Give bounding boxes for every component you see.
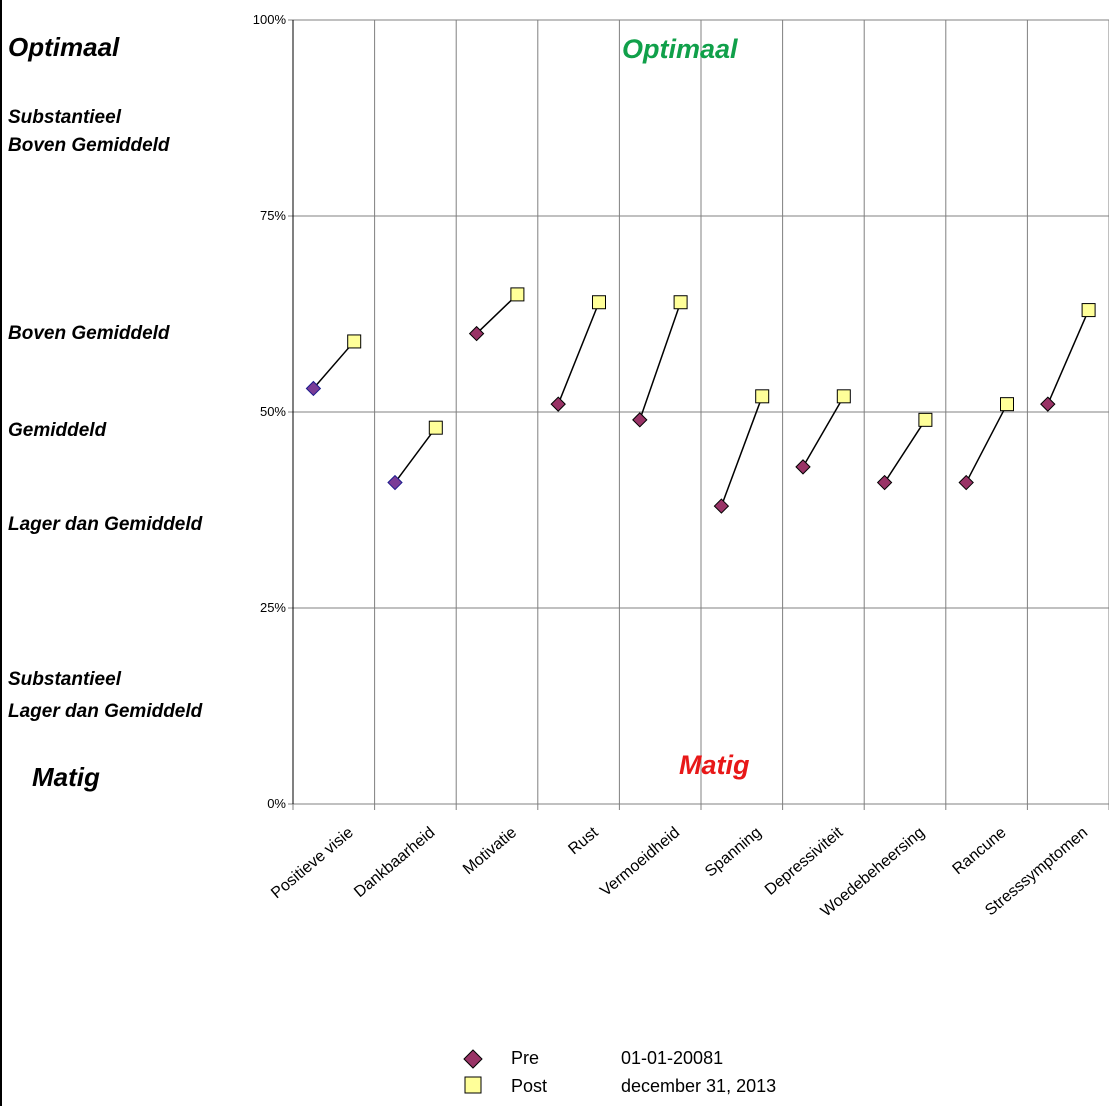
- grid-layer: [292, 19, 1109, 805]
- legend-pre-date: 01-01-20081: [621, 1048, 724, 1068]
- connector-line: [802, 395, 845, 468]
- pre-marker: [550, 396, 566, 412]
- post-marker: [755, 389, 770, 404]
- category-label: Vermoeidheid: [597, 824, 683, 900]
- post-marker: [347, 334, 362, 349]
- band-label-matig: Matig: [32, 762, 100, 792]
- post-marker: [428, 420, 443, 435]
- axis-layer: 0% 25% 50% 75% 100% Positieve visieDankbaarhe…: [253, 12, 1109, 920]
- legend-markers: [463, 1049, 483, 1094]
- pre-marker: [876, 474, 893, 491]
- pre-marker: [387, 474, 403, 491]
- connector-line: [883, 419, 927, 483]
- band-label-substantieel-boven-2: Boven Gemiddeld: [8, 135, 170, 156]
- post-marker: [918, 412, 933, 427]
- pre-marker: [795, 459, 811, 475]
- legend-post-date: december 31, 2013: [621, 1076, 777, 1096]
- pre-marker: [958, 474, 974, 491]
- band-label-optimaal: Optimaal: [8, 32, 120, 62]
- connector-line: [312, 340, 355, 389]
- connector-line: [394, 427, 437, 484]
- pre-marker: [468, 325, 485, 342]
- category-label: Motivatie: [460, 824, 520, 878]
- category-label: Rancune: [950, 824, 1010, 878]
- pre-marker: [713, 498, 730, 514]
- pre-marker: [305, 380, 322, 397]
- post-marker: [592, 295, 606, 310]
- y-tick-label: 75%: [260, 208, 286, 223]
- band-label-gemiddeld: Gemiddeld: [8, 420, 107, 441]
- band-label-substantieel-boven-1: Substantieel: [8, 107, 121, 128]
- pre-marker: [632, 412, 648, 428]
- post-marker: [836, 389, 851, 404]
- category-label: Dankbaarheid: [351, 824, 438, 901]
- band-label-substantieel-lager-2: Lager dan Gemiddeld: [8, 701, 203, 722]
- legend-pre-marker: [463, 1049, 483, 1069]
- y-tick-label: 50%: [260, 404, 286, 419]
- category-label: Depressiviteit: [762, 824, 847, 899]
- band-label-substantieel-lager-1: Substantieel: [8, 669, 121, 690]
- category-label: Rust: [565, 824, 602, 859]
- y-tick-label: 0%: [267, 796, 286, 811]
- legend-post-marker: [464, 1076, 482, 1094]
- zone-label-optimaal: Optimaal: [622, 34, 738, 64]
- connector-line: [1047, 309, 1090, 405]
- left-border: [0, 0, 2, 1106]
- category-label: Positieve visie: [268, 824, 357, 902]
- pre-marker: [1040, 396, 1056, 412]
- legend-pre-label: Pre: [511, 1048, 540, 1068]
- connector-line: [720, 396, 763, 507]
- y-tick-label: 100%: [253, 12, 287, 27]
- connector-line: [965, 403, 1008, 483]
- post-marker: [1000, 397, 1014, 412]
- post-marker: [673, 295, 688, 310]
- series-layer: [305, 287, 1096, 514]
- post-marker: [510, 287, 525, 302]
- y-tick-label: 25%: [260, 600, 286, 615]
- category-label: Spanning: [702, 824, 765, 880]
- legend-post-label: Post: [511, 1076, 548, 1096]
- connector-line: [639, 301, 682, 421]
- band-label-lager-dan-gemiddeld: Lager dan Gemiddeld: [8, 514, 203, 535]
- band-label-boven-gemiddeld: Boven Gemiddeld: [8, 323, 170, 344]
- zone-label-matig: Matig: [679, 750, 750, 780]
- connector-line: [557, 301, 600, 405]
- post-marker: [1081, 303, 1096, 318]
